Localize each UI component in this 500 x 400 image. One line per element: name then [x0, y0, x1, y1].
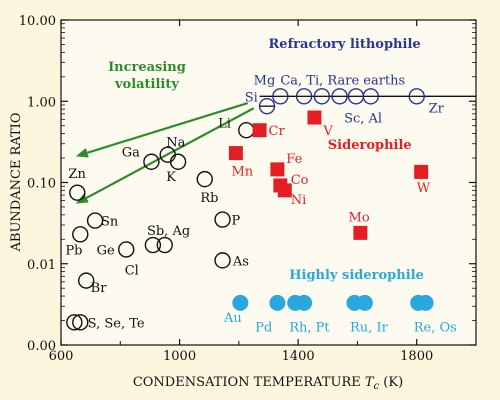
element-label: Ge — [97, 243, 115, 258]
element-label: Ga — [122, 146, 140, 161]
volatility-arrow-line — [85, 107, 255, 199]
volatile-point — [214, 211, 231, 228]
y-tick-label: 1.00 — [27, 95, 56, 110]
element-label: Sc, Al — [344, 112, 382, 127]
y-tick-label: 0.10 — [27, 177, 56, 192]
x-axis-label-subscript: c — [374, 381, 380, 392]
volatile-point — [72, 314, 89, 331]
group-label: Refractory lithophile — [269, 37, 421, 52]
highly-siderophile-point — [356, 294, 373, 311]
element-label: Na — [166, 135, 185, 150]
volatile-point — [156, 236, 173, 254]
element-label: W — [417, 181, 431, 196]
element-label: Co — [291, 173, 309, 188]
element-label: P — [231, 214, 240, 229]
y-tick-label: 0.01 — [27, 258, 56, 273]
x-tick-label: 1000 — [163, 349, 196, 364]
element-label: Mn — [231, 165, 253, 180]
element-label: Re, Os — [414, 320, 457, 335]
volatile-point — [214, 252, 231, 269]
x-axis-label-symbol: T — [365, 375, 375, 390]
siderophile-point — [414, 164, 429, 179]
element-label: Pd — [255, 320, 272, 335]
element-label: Ni — [291, 193, 307, 208]
siderophile-point — [228, 146, 243, 161]
arrow-label: Increasing — [108, 60, 186, 75]
arrow-label: volatility — [114, 77, 179, 92]
y-tick-label: 0.00 — [27, 339, 56, 354]
group-label: Siderophile — [328, 138, 412, 153]
highly-siderophile-point — [269, 294, 286, 311]
siderophile-point — [252, 123, 267, 138]
volatile-point — [196, 170, 213, 188]
volatility-arrow-line — [86, 102, 249, 154]
chart-marks: Zn Sn Pb Ge Br Cl Sb, Ag Ga Na K Rb P As Li S, Se, Te M… — [65, 37, 476, 335]
element-label: S, Se, Te — [88, 316, 145, 331]
volatile-point — [118, 241, 135, 258]
x-tick-label: 600 — [49, 349, 74, 364]
element-label: Rh, Pt — [289, 320, 330, 335]
element-label: Zr — [429, 101, 445, 116]
highly-siderophile-point — [296, 294, 313, 311]
element-label: Li — [218, 116, 231, 131]
volatility-arrowhead — [75, 147, 89, 158]
x-axis-label: CONDENSATION TEMPERATURE Tc (K) — [133, 375, 403, 392]
volatile-point — [72, 226, 89, 243]
element-label: As — [232, 254, 249, 269]
plot-area — [60, 19, 477, 346]
axis-ticks: 600 1000 1400 1800 0.00 0.01 0.10 1.00 10.00 — [19, 14, 476, 364]
element-label: Sn — [101, 215, 119, 230]
highly-siderophile-point — [232, 294, 249, 311]
element-label: Pb — [65, 243, 82, 258]
element-label: Cl — [125, 263, 139, 278]
x-tick-label: 1400 — [282, 349, 315, 364]
x-axis-label-main: CONDENSATION TEMPERATURE — [133, 375, 361, 390]
element-label: Ca, Ti, Rare earths — [280, 74, 405, 89]
element-label: Cr — [269, 124, 286, 139]
element-label: Fe — [286, 152, 302, 167]
element-label: Sb, Ag — [147, 224, 190, 239]
highly-siderophile-point — [417, 294, 434, 311]
volatile-point — [77, 272, 95, 289]
element-label: V — [322, 124, 333, 139]
element-label: Br — [91, 281, 108, 296]
y-tick-label: 10.00 — [19, 14, 56, 29]
siderophile-point — [277, 183, 292, 198]
element-label: Ru, Ir — [350, 320, 389, 335]
siderophile-point — [353, 225, 368, 240]
y-axis-label: ABUNDANCE RATIO — [9, 113, 24, 253]
element-label: Rb — [200, 191, 218, 206]
volatile-point — [144, 236, 162, 254]
element-label: Mg — [254, 74, 276, 89]
volatile-point — [69, 184, 86, 201]
group-label: Highly siderophile — [289, 268, 424, 283]
x-tick-label: 1800 — [400, 349, 433, 364]
siderophile-point — [307, 110, 322, 125]
volatile-point — [66, 314, 83, 331]
element-label: Zn — [68, 167, 86, 182]
siderophile-point — [270, 162, 285, 177]
element-label: K — [166, 170, 176, 185]
x-axis-label-unit: (K) — [379, 375, 403, 390]
element-label: Si — [245, 90, 258, 105]
volatile-point — [143, 153, 160, 170]
element-label: Mo — [349, 211, 370, 226]
element-label: Au — [223, 311, 242, 326]
volatile-point — [169, 153, 187, 170]
volatile-point — [86, 212, 104, 229]
